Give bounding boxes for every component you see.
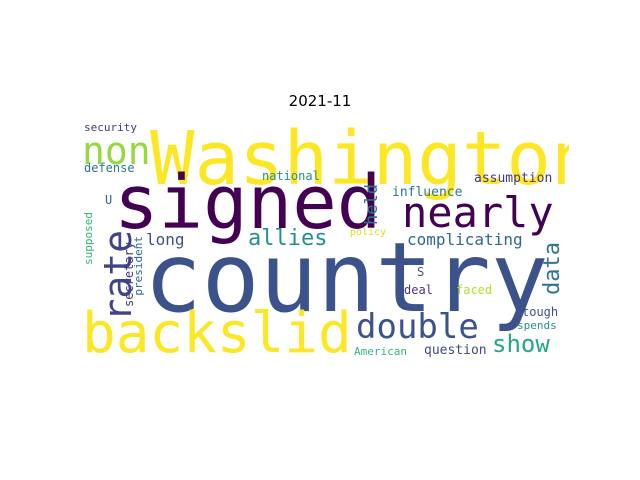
- word-complicating: complicating: [407, 230, 523, 249]
- word-influence: influence: [392, 185, 463, 200]
- word-data: data: [540, 242, 565, 295]
- word-allies: allies: [248, 226, 328, 251]
- word-defense: defense: [84, 161, 135, 175]
- word-country: country: [144, 222, 549, 334]
- word-president: president: [132, 236, 145, 296]
- word-washington: Washington: [150, 120, 569, 202]
- word-spends: spends: [517, 319, 557, 332]
- word-backslid: backslid: [82, 301, 352, 362]
- word-long: long: [146, 230, 185, 249]
- word-deal: deal: [404, 283, 433, 297]
- word-policy: policy: [350, 227, 387, 238]
- word-question: question: [424, 343, 487, 358]
- word-faced: faced: [456, 283, 493, 297]
- word-cloud: Washington non security defense signed n…: [80, 120, 569, 362]
- word-show: show: [492, 330, 550, 358]
- word-u: U: [105, 193, 113, 207]
- word-supposed: supposed: [82, 212, 95, 265]
- word-security: security: [84, 121, 137, 134]
- word-assumption: assumption: [474, 171, 553, 186]
- word-tough: tough: [522, 305, 559, 319]
- word-nearly: nearly: [402, 188, 554, 237]
- word-double: double: [356, 307, 479, 347]
- word-held: held: [362, 184, 382, 225]
- word-non: non: [82, 129, 151, 173]
- word-signed: signed: [114, 160, 382, 246]
- word-s: S: [417, 265, 425, 279]
- word-american: American: [354, 345, 407, 358]
- word-national: national: [262, 169, 320, 183]
- figure-title: 2021-11: [288, 92, 352, 110]
